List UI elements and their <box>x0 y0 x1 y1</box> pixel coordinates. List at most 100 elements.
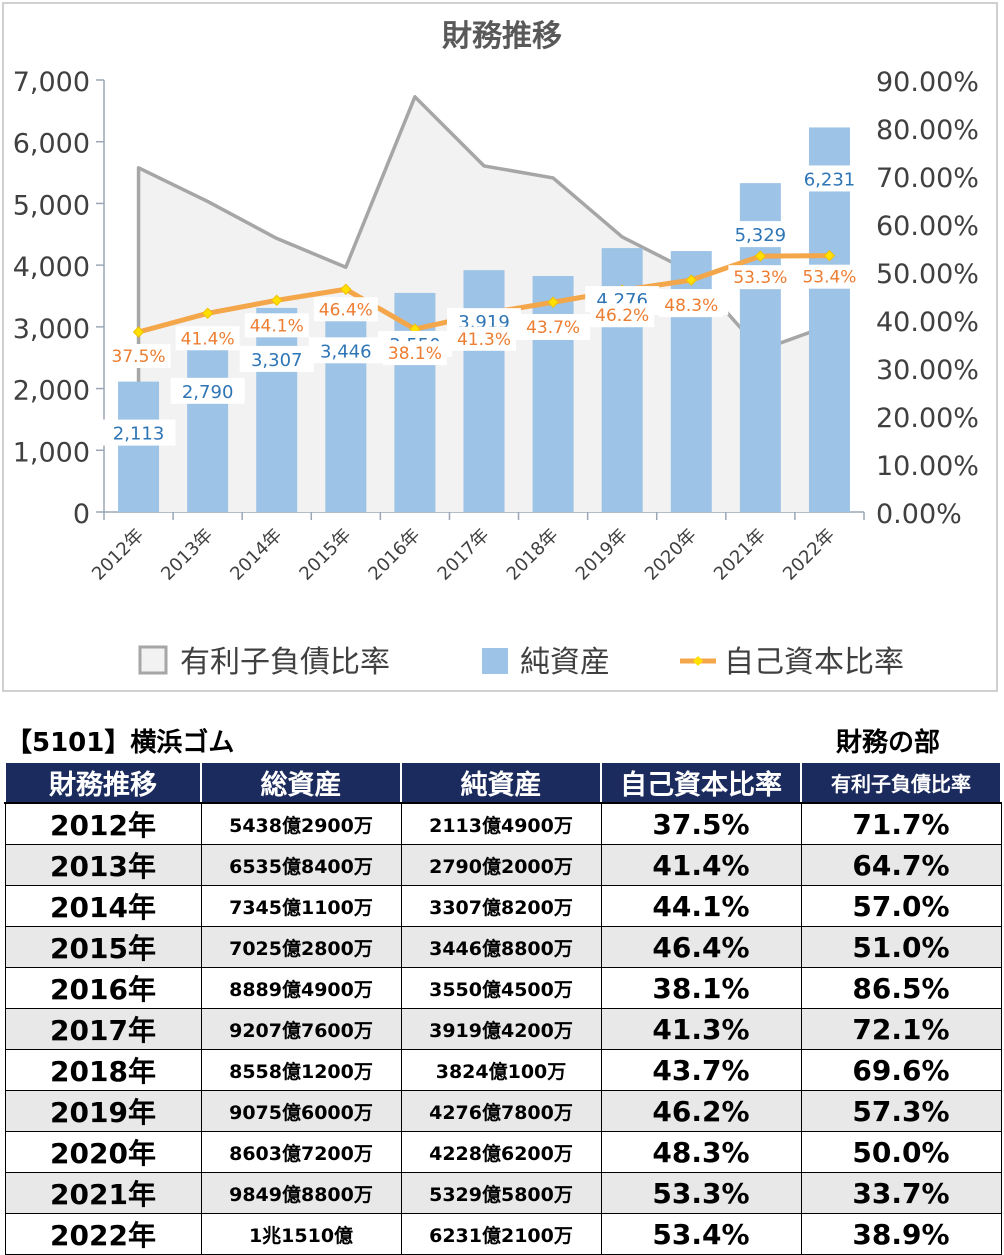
x-category-label: 2021年 <box>710 525 770 585</box>
right-tick-label: 70.00% <box>876 163 979 194</box>
equity-ratio-label: 37.5% <box>112 347 166 367</box>
net-assets-label-bg <box>170 377 245 404</box>
equity-ratio-label: 41.3% <box>457 330 511 350</box>
right-tick-label: 10.00% <box>876 451 979 482</box>
equity-ratio-label: 53.4% <box>802 268 856 288</box>
debt-ratio-cell: 38.9% <box>800 1213 1002 1255</box>
equity-ratio-marker <box>132 326 145 338</box>
net-assets-label-bg <box>101 419 176 446</box>
left-tick-label: 3,000 <box>13 314 90 345</box>
table-row: 2022年 1兆1510億 6231億2100万 53.4% 38.9% <box>4 1213 1002 1255</box>
year-cell: 2014年 <box>4 885 202 927</box>
equity-ratio-label: 46.2% <box>595 306 649 326</box>
equity-ratio-marker <box>754 250 767 262</box>
debt-ratio-cell: 50.0% <box>800 1131 1002 1173</box>
total-assets-cell: 9207億7600万 <box>200 1008 402 1050</box>
left-tick-label: 6,000 <box>13 129 90 160</box>
total-assets-cell: 8889億4900万 <box>200 967 402 1009</box>
year-cell: 2019年 <box>4 1090 202 1132</box>
equity-ratio-label: 41.4% <box>181 329 235 349</box>
net-assets-cell: 3550億4500万 <box>400 967 602 1009</box>
debt-ratio-cell: 33.7% <box>800 1172 1002 1214</box>
equity-ratio-cell: 41.3% <box>600 1008 802 1050</box>
equity-ratio-label: 46.4% <box>319 300 373 320</box>
debt-ratio-cell: 51.0% <box>800 926 1002 968</box>
equity-ratio-label-bg <box>521 315 586 340</box>
year-cell: 2018年 <box>4 1049 202 1091</box>
equity-ratio-label-bg <box>452 326 516 351</box>
table-row: 2014年 7345億1100万 3307億8200万 44.1% 57.0% <box>4 885 1002 927</box>
equity-ratio-label: 44.1% <box>250 316 304 336</box>
equity-ratio-marker <box>340 283 352 295</box>
net-assets-cell: 3446億8800万 <box>400 926 602 968</box>
left-tick-label: 7,000 <box>13 67 90 98</box>
table-row: 2013年 6535億8400万 2790億2000万 41.4% 64.7% <box>4 844 1002 886</box>
financial-chart: 財務推移 0 1,000 2,000 3,000 4,000 5,000 6,000 7,000… <box>13 19 979 680</box>
right-tick-label: 20.00% <box>876 403 979 434</box>
right-tick-label: 80.00% <box>876 115 979 146</box>
year-cell: 2022年 <box>4 1213 202 1255</box>
net-assets-cell: 5329億5800万 <box>400 1172 602 1214</box>
net-assets-label-bg <box>792 165 867 192</box>
equity-ratio-cell: 38.1% <box>600 967 802 1009</box>
year-cell: 2015年 <box>4 926 202 968</box>
net-assets-cell: 3919億4200万 <box>400 1008 602 1050</box>
header-equity-ratio: 自己資本比率 <box>600 761 802 804</box>
net-assets-label: 2,790 <box>182 382 234 403</box>
year-cell: 2017年 <box>4 1008 202 1050</box>
table-row: 2020年 8603億7200万 4228億6200万 48.3% 50.0% <box>4 1131 1002 1173</box>
x-category-label: 2012年 <box>88 525 148 585</box>
equity-ratio-marker <box>271 294 283 307</box>
equity-ratio-label-bg <box>797 264 862 289</box>
equity-ratio-label: 43.7% <box>526 318 580 338</box>
x-category-label: 2016年 <box>364 525 424 585</box>
equity-ratio-cell: 53.4% <box>600 1213 802 1255</box>
table-row: 2018年 8558億1200万 3824億100万 43.7% 69.6% <box>4 1049 1002 1091</box>
table-row: 2012年 5438億2900万 2113億4900万 37.5% 71.7% <box>4 802 1002 845</box>
equity-ratio-marker <box>685 274 697 286</box>
net-assets-label: 3,446 <box>320 341 372 362</box>
right-tick-label: 60.00% <box>876 211 979 242</box>
equity-ratio-cell: 37.5% <box>600 802 802 845</box>
net-assets-cell: 2790億2000万 <box>400 844 602 886</box>
table-header-row: 財務推移 総資産 純資産 自己資本比率 有利子負債比率 <box>4 761 1002 804</box>
equity-ratio-label: 38.1% <box>388 344 442 364</box>
equity-ratio-marker <box>201 307 214 319</box>
total-assets-cell: 7345億1100万 <box>200 885 402 927</box>
total-assets-cell: 8603億7200万 <box>200 1131 402 1173</box>
x-category-label: 2018年 <box>503 525 563 585</box>
equity-ratio-cell: 44.1% <box>600 885 802 927</box>
year-cell: 2020年 <box>4 1131 202 1173</box>
debt-ratio-cell: 69.6% <box>800 1049 1002 1091</box>
debt-ratio-cell: 57.3% <box>800 1090 1002 1132</box>
right-tick-label: 0.00% <box>876 499 962 530</box>
net-assets-bar <box>256 307 298 512</box>
debt-ratio-cell: 86.5% <box>800 967 1002 1009</box>
total-assets-cell: 5438億2900万 <box>200 802 402 845</box>
table-row: 2015年 7025億2800万 3446億8800万 46.4% 51.0% <box>4 926 1002 968</box>
x-category-label: 2019年 <box>572 525 632 585</box>
equity-ratio-cell: 41.4% <box>600 844 802 886</box>
x-category-label: 2013年 <box>157 525 217 585</box>
equity-ratio-label-bg <box>175 326 240 351</box>
financial-table: 財務推移 総資産 純資産 自己資本比率 有利子負債比率 2012年 5438億29… <box>4 761 1002 1255</box>
net-assets-label: 6,231 <box>804 169 856 190</box>
header-debt-ratio: 有利子負債比率 <box>800 761 1002 804</box>
equity-ratio-label-bg <box>313 297 378 322</box>
legend-label-debt-ratio: 有利子負債比率 <box>180 645 390 680</box>
section-title: 財務の部 <box>836 728 941 758</box>
net-assets-label: 3,307 <box>251 350 303 371</box>
total-assets-cell: 8558億1200万 <box>200 1049 402 1091</box>
net-assets-cell: 3307億8200万 <box>400 885 602 927</box>
net-assets-label: 2,113 <box>113 424 165 445</box>
equity-ratio-label-bg <box>244 313 309 338</box>
equity-ratio-marker <box>823 249 836 262</box>
left-tick-label: 2,000 <box>13 376 90 407</box>
net-assets-bar <box>325 299 367 512</box>
year-cell: 2021年 <box>4 1172 202 1214</box>
net-assets-bar <box>463 270 505 512</box>
legend-marker-equity-ratio <box>693 656 703 666</box>
total-assets-cell: 9075億6000万 <box>200 1090 402 1132</box>
header-fin-trend: 財務推移 <box>4 761 202 804</box>
year-cell: 2012年 <box>4 802 202 845</box>
